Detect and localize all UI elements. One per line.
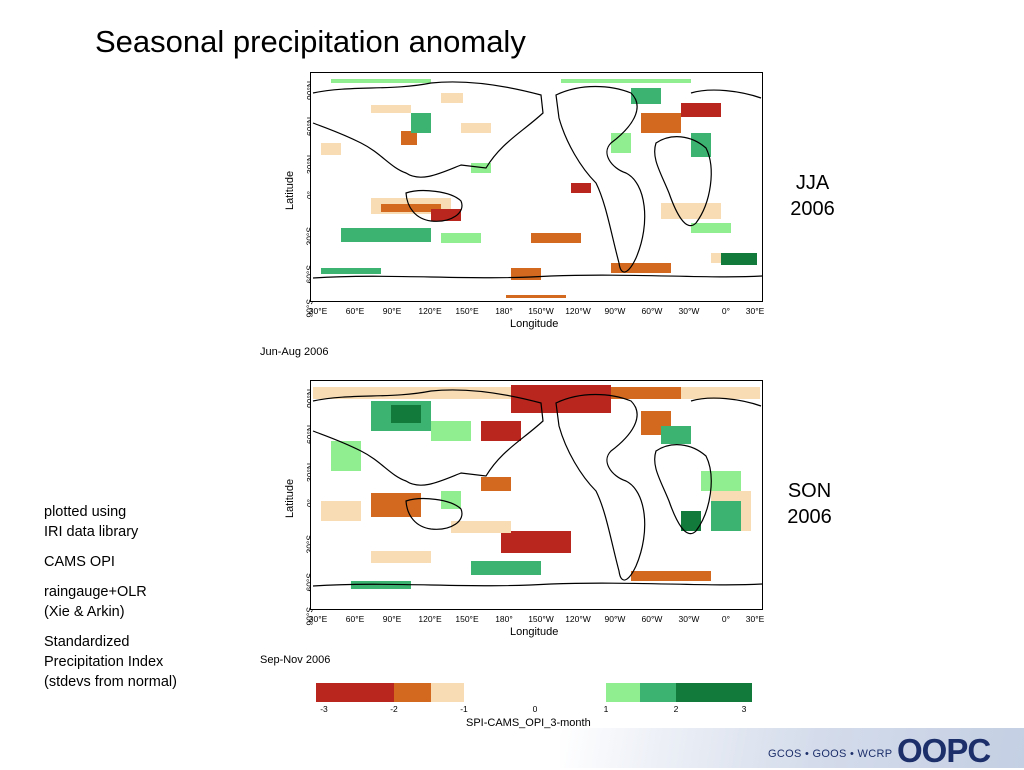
map-graphic (312, 79, 762, 298)
x-tick: 60°E (345, 614, 365, 624)
note-method: raingauge+OLR (Xie & Arkin) (44, 582, 177, 622)
coastlines (312, 389, 762, 587)
x-tick: 180° (495, 614, 513, 624)
wet-anomaly-patches (321, 79, 757, 274)
footer-band (560, 728, 1024, 768)
note-text: (stdevs from normal) (44, 674, 177, 690)
x-tick: 180° (495, 306, 513, 316)
y-axis-ticks: 90°N 60°N 30°N 0° 30°S 60°S 90°S (290, 72, 315, 318)
map-graphic (312, 385, 762, 589)
note-text: IRI data library (44, 524, 139, 540)
swatch-very-wet (676, 683, 752, 702)
colorbar-tick: -2 (390, 704, 398, 714)
x-axis-ticks: 30°E 60°E 90°E 120°E 150°E 180° 150°W 12… (308, 306, 765, 320)
x-tick: 120°W (565, 614, 591, 624)
x-tick: 30°E (745, 614, 765, 624)
precip-anomaly-map (310, 72, 763, 302)
x-tick: 90°E (382, 614, 402, 624)
x-tick: 30°W (678, 614, 700, 624)
x-tick: 30°E (745, 306, 765, 316)
season-label-jja: JJA 2006 (785, 170, 840, 222)
swatch-slightly-wet (606, 683, 640, 702)
colorbar-tick: -3 (320, 704, 328, 714)
x-tick: 0° (721, 614, 731, 624)
note-text: plotted using (44, 504, 127, 520)
note-text: CAMS OPI (44, 554, 115, 570)
season-name: SON (787, 480, 832, 502)
x-tick: 60°W (641, 614, 663, 624)
side-notes: plotted using IRI data library CAMS OPI … (44, 502, 177, 702)
x-tick: 60°W (641, 306, 663, 316)
note-text: (Xie & Arkin) (44, 604, 125, 620)
x-tick: 120°W (565, 306, 591, 316)
colorbar-tick: 0 (532, 704, 538, 714)
y-axis-ticks: 90°N 60°N 30°N 0° 30°S 60°S 90°S (290, 380, 315, 626)
dry-anomaly-patches (313, 385, 760, 581)
x-axis-title: Longitude (510, 626, 559, 638)
season-label-son: SON 2006 (782, 478, 837, 530)
x-tick: 120°E (418, 306, 442, 316)
x-tick: 150°E (455, 306, 479, 316)
note-source: plotted using IRI data library (44, 502, 177, 542)
x-tick: 150°W (528, 306, 554, 316)
colorbar-tick: 2 (673, 704, 679, 714)
period-label: Jun-Aug 2006 (260, 346, 329, 358)
x-tick: 150°E (455, 614, 479, 624)
x-tick: 60°E (345, 306, 365, 316)
colorbar-ticks: -3 -2 -1 0 1 2 3 (316, 702, 756, 714)
x-tick: 90°E (382, 306, 402, 316)
x-tick: 150°W (528, 614, 554, 624)
swatch-wet (640, 683, 676, 702)
colorbar-tick: -1 (460, 704, 468, 714)
colorbar-tick: 3 (741, 704, 747, 714)
footer-programs: GCOS • GOOS • WCRP (768, 748, 893, 760)
note-text: raingauge+OLR (44, 584, 147, 600)
colorbar-legend: -3 -2 -1 0 1 2 3 SPI-CAMS_OPI_3-month (316, 683, 756, 729)
oopc-logo: OOPC (897, 732, 991, 769)
x-tick: 0° (721, 306, 731, 316)
x-tick: 120°E (418, 614, 442, 624)
x-tick: 30°E (308, 614, 328, 624)
x-tick: 30°E (308, 306, 328, 316)
note-text: Precipitation Index (44, 654, 164, 670)
dry-anomaly-patches (321, 93, 751, 298)
x-tick: 30°W (678, 306, 700, 316)
swatch-very-dry (316, 683, 394, 702)
precip-anomaly-map (310, 380, 763, 610)
x-axis-title: Longitude (510, 318, 559, 330)
note-index: Standardized Precipitation Index (stdevs… (44, 632, 177, 692)
colorbar-tick: 1 (603, 704, 609, 714)
coastlines (312, 81, 762, 279)
season-name: JJA (795, 172, 830, 194)
period-label: Sep-Nov 2006 (260, 654, 331, 666)
season-year: 2006 (787, 506, 832, 528)
note-text: Standardized (44, 634, 130, 650)
season-year: 2006 (790, 198, 835, 220)
colorbar-title: SPI-CAMS_OPI_3-month (466, 717, 591, 729)
note-dataset: CAMS OPI (44, 552, 177, 572)
colorbar-swatches (316, 683, 756, 702)
swatch-dry (394, 683, 431, 702)
x-tick: 90°W (604, 306, 626, 316)
x-axis-ticks: 30°E 60°E 90°E 120°E 150°E 180° 150°W 12… (308, 614, 765, 628)
map-panel-jja: Latitude 90°N 60°N 30°N 0° 30°S 60°S 90°… (260, 72, 772, 362)
map-panel-son: Latitude 90°N 60°N 30°N 0° 30°S 60°S 90°… (260, 380, 772, 670)
slide-title: Seasonal precipitation anomaly (95, 24, 526, 59)
swatch-slightly-dry (431, 683, 464, 702)
x-tick: 90°W (604, 614, 626, 624)
